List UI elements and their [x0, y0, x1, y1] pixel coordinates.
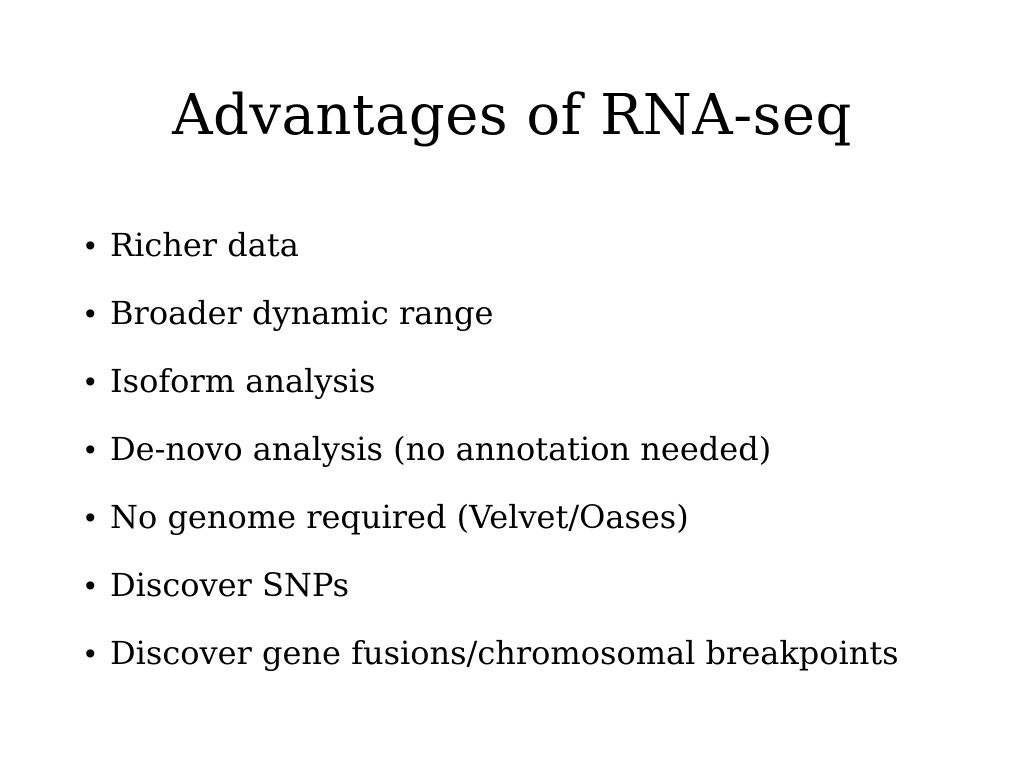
- bullet-item: • Discover SNPs: [82, 566, 982, 634]
- bullet-item: • No genome required (Velvet/Oases): [82, 498, 982, 566]
- bullet-list: • Richer data • Broader dynamic range • …: [82, 226, 982, 702]
- bullet-item: • Richer data: [82, 226, 982, 294]
- bullet-item: • De-novo analysis (no annotation needed…: [82, 430, 982, 498]
- bullet-text: Broader dynamic range: [110, 294, 494, 332]
- bullet-text: De-novo analysis (no annotation needed): [110, 430, 772, 468]
- bullet-item: • Discover gene fusions/chromosomal brea…: [82, 634, 982, 702]
- bullet-icon: •: [82, 570, 99, 603]
- slide-title: Advantages of RNA-seq: [172, 83, 852, 148]
- bullet-text: No genome required (Velvet/Oases): [110, 498, 689, 536]
- bullet-item: • Broader dynamic range: [82, 294, 982, 362]
- bullet-icon: •: [82, 638, 99, 671]
- bullet-icon: •: [82, 298, 99, 331]
- bullet-icon: •: [82, 366, 99, 399]
- bullet-text: Discover gene fusions/chromosomal breakp…: [110, 634, 899, 672]
- bullet-icon: •: [82, 230, 99, 263]
- bullet-text: Richer data: [110, 226, 299, 264]
- bullet-icon: •: [82, 434, 99, 467]
- bullet-text: Discover SNPs: [110, 566, 349, 604]
- bullet-item: • Isoform analysis: [82, 362, 982, 430]
- bullet-icon: •: [82, 502, 99, 535]
- bullet-text: Isoform analysis: [110, 362, 376, 400]
